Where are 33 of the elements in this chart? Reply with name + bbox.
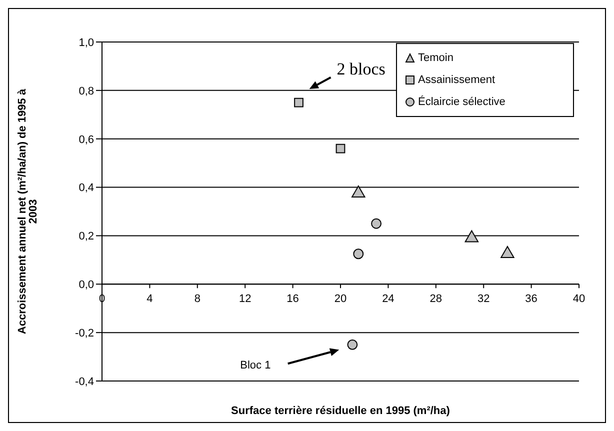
annotation: 2 blocs bbox=[336, 59, 386, 78]
x-tick-label: 4 bbox=[146, 293, 153, 306]
y-tick-label: 0,6 bbox=[78, 134, 94, 146]
x-tick-label: 20 bbox=[334, 293, 347, 306]
legend-label: Éclaircie sélective bbox=[418, 94, 506, 110]
y-tick-label: -0,4 bbox=[75, 376, 94, 388]
point bbox=[353, 248, 364, 260]
point bbox=[294, 98, 304, 108]
y-tick-label: 1,0 bbox=[78, 36, 94, 49]
legend-label: Temoin bbox=[418, 51, 454, 66]
x-tick-label: 40 bbox=[572, 293, 586, 306]
point bbox=[464, 230, 479, 242]
y-axis-title: Accroissement annuel net (m²/ha/an) de 1995 à 2003 bbox=[16, 88, 40, 334]
point bbox=[336, 144, 346, 154]
x-tick-label: 28 bbox=[430, 293, 442, 306]
y-tick-label: 0,4 bbox=[78, 182, 94, 194]
y-tick-label: 0,8 bbox=[78, 85, 94, 98]
point bbox=[371, 218, 382, 229]
x-tick-label: 32 bbox=[477, 293, 490, 306]
x-tick-label: 24 bbox=[382, 293, 394, 306]
y-tick-label: -0,2 bbox=[75, 327, 94, 340]
point bbox=[352, 186, 366, 198]
y-tick-label: 0,2 bbox=[78, 230, 94, 243]
legend-label: Assainissement bbox=[418, 73, 496, 88]
point bbox=[347, 339, 358, 350]
y-tick-label: 0,0 bbox=[78, 279, 94, 292]
point bbox=[500, 246, 514, 258]
x-axis-title: Surface terrière résiduelle en 1995 (m²/ha) bbox=[231, 405, 450, 417]
x-tick-label: 16 bbox=[286, 293, 299, 306]
x-tick-label: 36 bbox=[525, 293, 538, 306]
x-tick-label: 12 bbox=[238, 293, 252, 306]
annotation: Bloc 1 bbox=[240, 360, 271, 372]
x-tick-label: 8 bbox=[194, 293, 200, 306]
